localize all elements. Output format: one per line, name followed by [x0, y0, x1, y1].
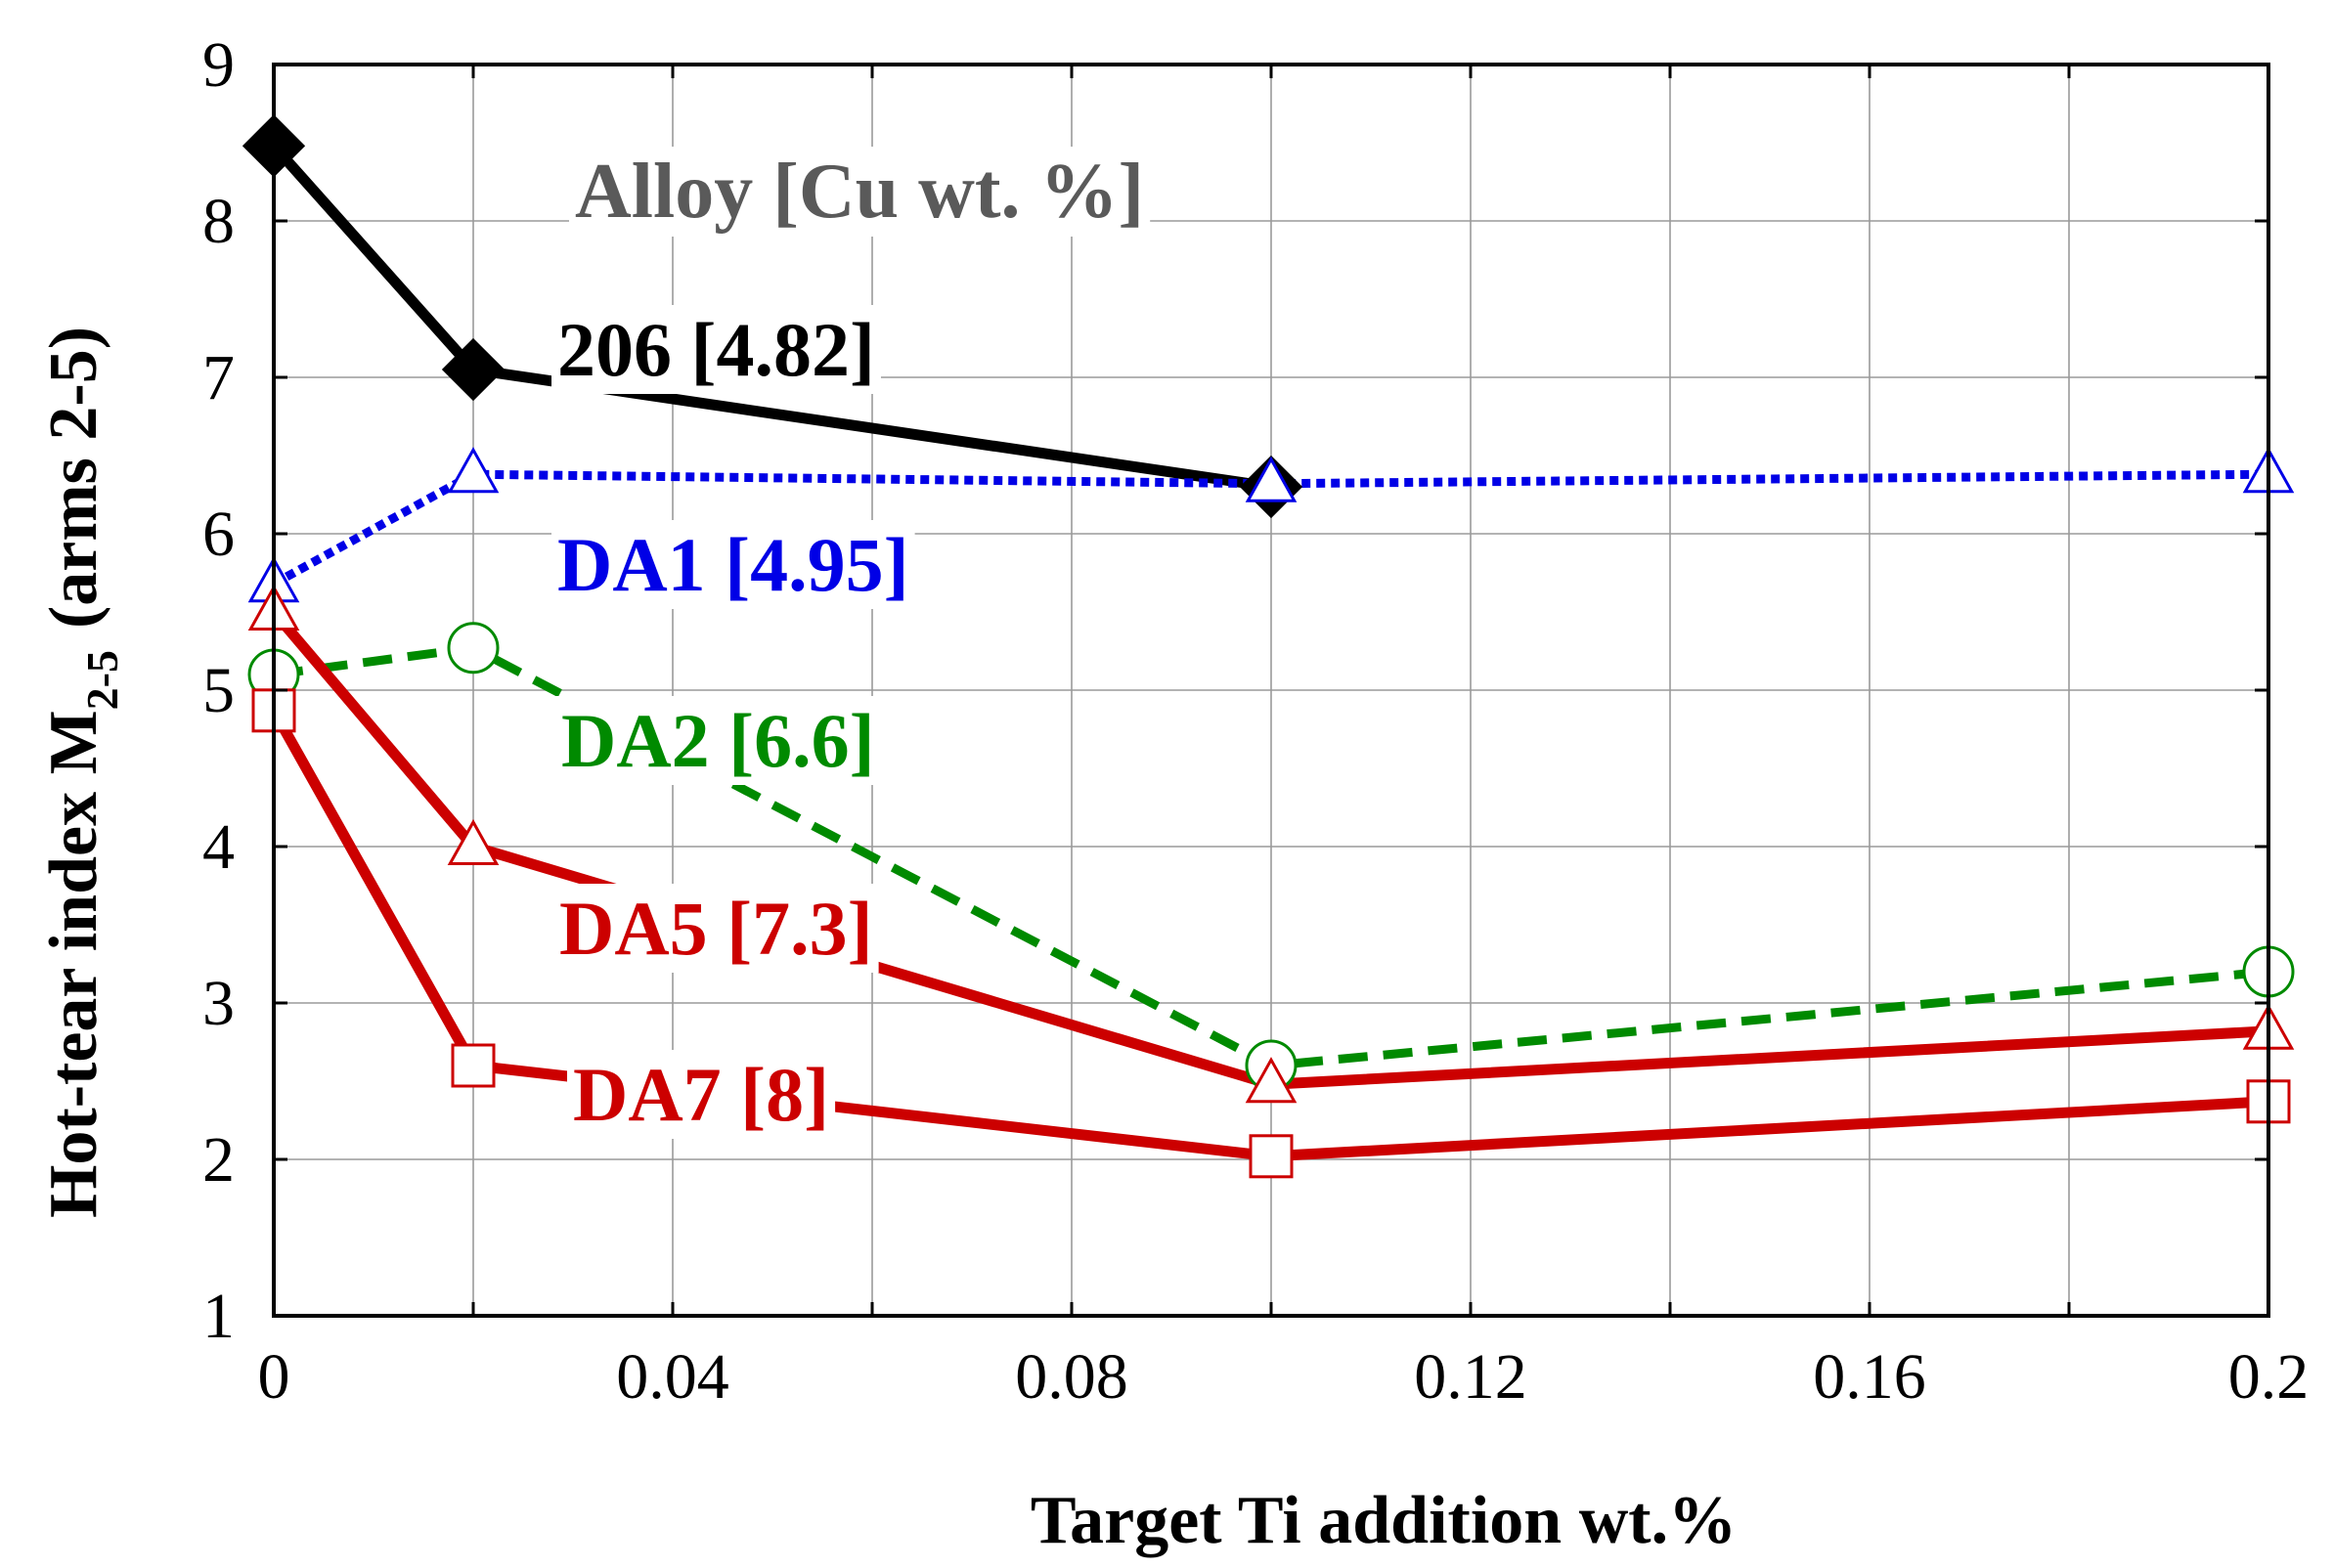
y-tick-label: 6 [202, 499, 235, 570]
y-axis-title: Hot-tear index M2-5 (arms 2-5) [36, 327, 127, 1218]
marker-da7-8-1 [451, 1043, 496, 1088]
x-tick-label: 0.2 [2228, 1341, 2310, 1413]
y-tick-label: 1 [202, 1281, 235, 1352]
label-background [551, 305, 881, 394]
x-tick-label: 0.12 [1414, 1341, 1527, 1413]
series-line-da7-8 [269, 708, 2269, 1162]
series-label-206: 206 [4.82] [557, 307, 875, 392]
label-background [569, 147, 1151, 237]
x-tick-label: 0.08 [1015, 1341, 1128, 1413]
y-axis-title-main: Hot-tear index M [36, 710, 111, 1218]
legend-title: Alloy [Cu wt. %] [575, 149, 1144, 235]
y-tick-label: 4 [202, 811, 235, 883]
label-background [551, 520, 915, 609]
x-tick-label: 0.04 [616, 1341, 729, 1413]
series-label-da2: DA2 [6.6] [561, 698, 875, 783]
x-tick-label: 0.16 [1813, 1341, 1926, 1413]
y-tick-label: 5 [202, 655, 235, 726]
y-axis-title-subscript: 2-5 [77, 650, 127, 710]
x-tick-label: 0 [258, 1341, 290, 1413]
marker-206-4-82-1 [441, 337, 506, 402]
marker-da2-6-6-1 [447, 622, 500, 675]
label-background [555, 696, 881, 785]
label-background [553, 884, 879, 973]
y-tick-label: 3 [202, 968, 235, 1039]
series-label-backgrounds [551, 147, 1151, 1139]
series-label-da5: DA5 [7.3] [559, 886, 873, 971]
marker-da1-4-95-1 [447, 447, 500, 494]
label-background [567, 1050, 836, 1139]
y-tick-label: 2 [202, 1124, 235, 1196]
x-axis-title: Target Ti addition wt.% [1031, 1483, 1737, 1558]
series-label-da1: DA1 [4.95] [557, 522, 909, 607]
series-label-da7: DA7 [8] [573, 1052, 829, 1137]
y-tick-label: 9 [202, 29, 235, 101]
marker-da1-4-95-2 [1245, 456, 1298, 502]
y-axis-title-suffix: (arms 2-5) [36, 327, 111, 629]
axis-ticks: 0 0.04 0.08 0.12 0.16 0.2 1 2 3 4 5 6 7 8 9 [202, 29, 2309, 1413]
y-tick-label: 8 [202, 186, 235, 257]
y-tick-label: 7 [202, 342, 235, 414]
series-line-da2-6-6 [273, 643, 2269, 1070]
marker-da7-8-2 [1249, 1134, 1294, 1179]
marker-da5-7-3-1 [447, 818, 500, 865]
marker-da5-7-3-2 [1245, 1057, 1298, 1104]
